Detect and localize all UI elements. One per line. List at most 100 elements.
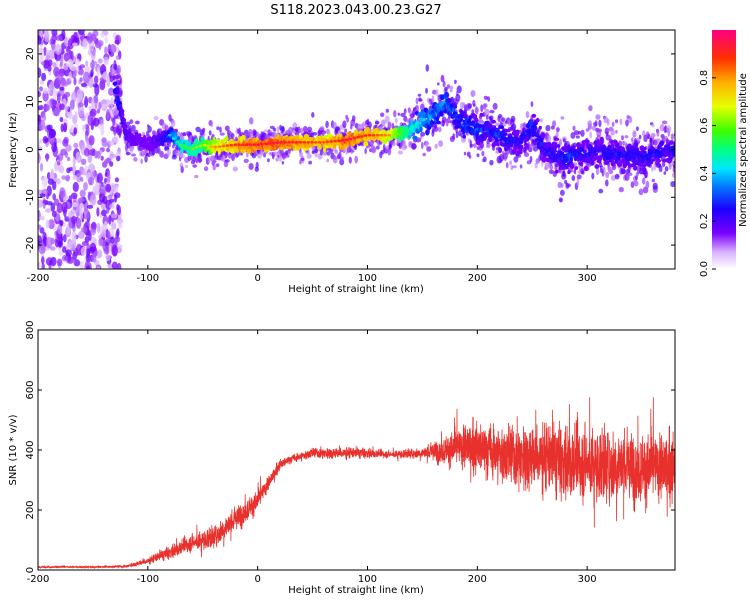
halo-blob	[385, 108, 389, 113]
noise-blob	[105, 183, 112, 193]
noise-blob	[106, 75, 111, 88]
ridge-core	[183, 145, 187, 148]
ridge-blob	[518, 139, 524, 144]
noise-blob	[66, 156, 71, 162]
halo-blob	[312, 132, 318, 136]
noise-blob	[115, 55, 120, 60]
ridge-blob	[263, 149, 269, 153]
ridge-blob	[200, 136, 205, 142]
noise-blob	[73, 77, 77, 86]
ridge-blob	[502, 132, 508, 137]
colorbar: 0.0 0.2 0.4 0.6 0.8 Normalized spectral ampl…	[699, 30, 749, 277]
halo-blob	[610, 128, 615, 136]
ridge-core	[198, 144, 203, 147]
halo-blob	[611, 121, 615, 127]
noise-blob	[52, 89, 57, 101]
noise-blob	[57, 240, 63, 248]
ridge-blob	[602, 146, 607, 152]
halo-blob	[181, 132, 187, 137]
noise-blob	[93, 94, 98, 104]
noise-blob	[46, 172, 51, 180]
ridge-blob	[598, 155, 603, 159]
chart-title: S118.2023.043.00.23.G27	[270, 3, 441, 18]
ridge-core	[275, 141, 280, 144]
halo-blob	[576, 178, 580, 187]
ridge-core	[348, 137, 353, 141]
halo-blob	[406, 117, 410, 124]
noise-blob	[85, 124, 90, 136]
noise-blob	[51, 34, 57, 43]
ridge-blob	[146, 136, 152, 142]
colorbar-gradient	[712, 30, 736, 269]
halo-blob	[595, 168, 600, 175]
halo-blob	[638, 188, 644, 196]
ridge-blob	[599, 136, 604, 143]
noise-blob	[38, 153, 41, 164]
x-tick-label: -200	[27, 273, 50, 284]
halo-blob	[572, 125, 576, 131]
halo-blob	[135, 120, 140, 125]
ridge-core	[352, 136, 357, 140]
ridge-core	[321, 141, 326, 144]
noise-blob	[56, 202, 63, 214]
ridge-blob	[620, 146, 626, 153]
noise-blob	[91, 97, 95, 110]
ridge-core	[221, 144, 226, 148]
ridge-core	[287, 141, 291, 144]
y-tick-label: 0	[25, 567, 36, 573]
noise-blob	[54, 43, 62, 55]
halo-blob	[147, 125, 152, 133]
ridge-blob	[443, 103, 447, 109]
noise-blob	[64, 216, 70, 222]
ridge-core	[206, 144, 210, 148]
noise-blob	[114, 69, 119, 75]
halo-blob	[219, 132, 225, 136]
ridge-blob	[489, 124, 493, 129]
noise-blob	[85, 254, 92, 263]
ridge-blob	[562, 170, 566, 177]
x-tick-label: 100	[358, 574, 377, 585]
ridge-blob	[327, 133, 333, 137]
halo-blob	[397, 150, 403, 155]
noise-blob	[92, 252, 97, 263]
noise-blob	[43, 46, 47, 57]
noise-blob	[96, 265, 101, 269]
noise-blob	[38, 67, 42, 78]
halo-blob	[591, 125, 597, 131]
ridge-blob	[120, 112, 125, 117]
ridge-blob	[213, 138, 217, 145]
halo-blob	[454, 79, 457, 84]
halo-blob	[444, 86, 448, 93]
halo-blob	[624, 135, 629, 139]
noise-blob	[41, 256, 45, 265]
ridge-core	[364, 134, 368, 137]
halo-blob	[456, 85, 462, 94]
noise-blob	[38, 146, 43, 152]
noise-blob	[46, 236, 53, 249]
ridge-blob	[554, 137, 560, 141]
halo-blob	[580, 129, 585, 137]
halo-blob	[130, 153, 137, 157]
ridge-blob	[500, 125, 504, 130]
ridge-core	[279, 141, 284, 144]
halo-blob	[392, 141, 396, 147]
noise-blob	[44, 30, 50, 43]
halo-blob	[339, 156, 344, 161]
halo-blob	[215, 163, 220, 168]
ridge-blob	[529, 120, 533, 127]
noise-blob	[72, 42, 78, 47]
y-tick-label: 10	[25, 95, 36, 108]
noise-blob	[75, 151, 81, 163]
colorbar-label: Normalized spectral amplitude	[738, 73, 749, 227]
ridge-blob	[180, 148, 184, 154]
halo-blob	[440, 74, 445, 83]
halo-blob	[394, 117, 398, 124]
noise-blob	[49, 246, 56, 251]
ridge-core	[298, 141, 303, 144]
ridge-core	[360, 135, 364, 138]
halo-blob	[618, 186, 624, 193]
noise-blob	[96, 108, 101, 114]
snr-panel: -200 -100 0 100 200 300 0 200 400 600 800 Height …	[8, 320, 676, 596]
halo-blob	[513, 156, 519, 163]
halo-blob	[403, 108, 407, 114]
